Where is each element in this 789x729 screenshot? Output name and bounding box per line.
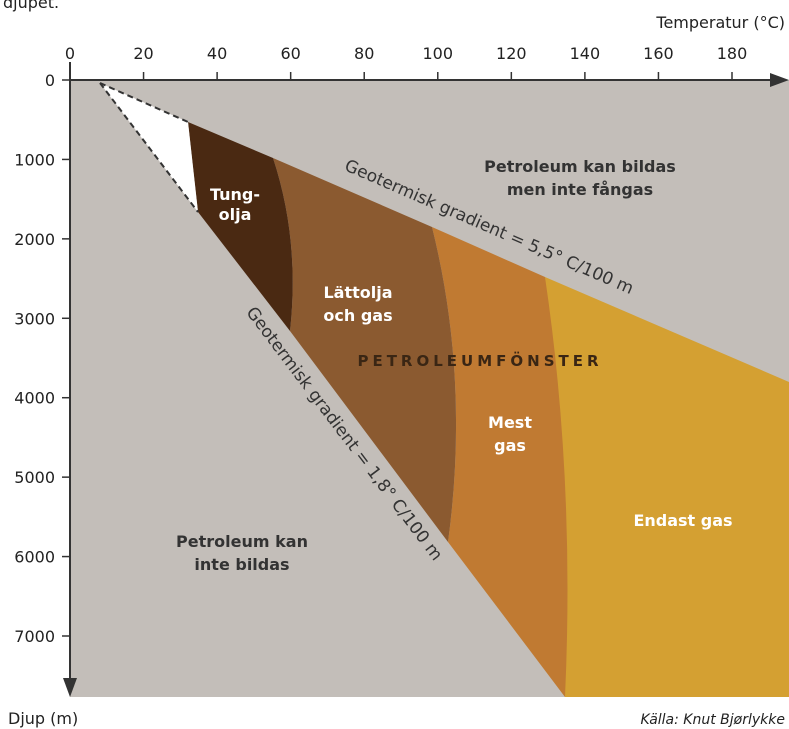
dashed-line — [99, 82, 199, 213]
x-tick-label: 20 — [133, 44, 153, 63]
y-tick-label: 2000 — [14, 230, 55, 249]
heavy-oil-region — [188, 122, 293, 331]
region-label: olja — [219, 205, 252, 224]
caption: djupet. — [3, 0, 59, 12]
window-label: PETROLEUMFÖNSTER — [357, 351, 602, 370]
x-tick-label: 60 — [280, 44, 300, 63]
y-arrow — [63, 678, 77, 697]
region-label: inte bildas — [194, 555, 289, 574]
region-label: och gas — [323, 306, 392, 325]
y-axis-label: Djup (m) — [8, 709, 78, 728]
x-axis-label: Temperatur (°C) — [655, 13, 785, 32]
only-gas-region — [545, 277, 789, 697]
mostly-gas-region — [432, 227, 568, 697]
region-label: men inte fångas — [507, 180, 653, 199]
x-tick-label: 120 — [496, 44, 527, 63]
x-tick-label: 40 — [207, 44, 227, 63]
y-tick-label: 5000 — [14, 468, 55, 487]
region-label: Lättolja — [323, 283, 392, 302]
region-label: Endast gas — [633, 511, 732, 530]
y-tick-label: 7000 — [14, 627, 55, 646]
y-tick-label: 6000 — [14, 548, 55, 567]
y-tick-label: 0 — [45, 71, 55, 90]
y-tick-label: 3000 — [14, 309, 55, 328]
region-label: Mest — [488, 413, 532, 432]
x-arrow — [770, 73, 789, 87]
x-tick-label: 0 — [65, 44, 75, 63]
light-oil-region — [273, 158, 457, 542]
x-tick-label: 180 — [717, 44, 748, 63]
x-tick-label: 160 — [643, 44, 674, 63]
x-tick-label: 100 — [423, 44, 454, 63]
region-label: gas — [494, 436, 526, 455]
region-label: Petroleum kan — [176, 532, 308, 551]
region-label: Tung- — [210, 185, 260, 204]
region-label: Petroleum kan bildas — [484, 157, 676, 176]
y-tick-label: 4000 — [14, 389, 55, 408]
y-tick-label: 1000 — [14, 150, 55, 169]
source: Källa: Knut Bjørlykke — [641, 712, 785, 728]
x-tick-label: 140 — [570, 44, 601, 63]
dashed-line — [99, 82, 189, 123]
x-tick-label: 80 — [354, 44, 374, 63]
